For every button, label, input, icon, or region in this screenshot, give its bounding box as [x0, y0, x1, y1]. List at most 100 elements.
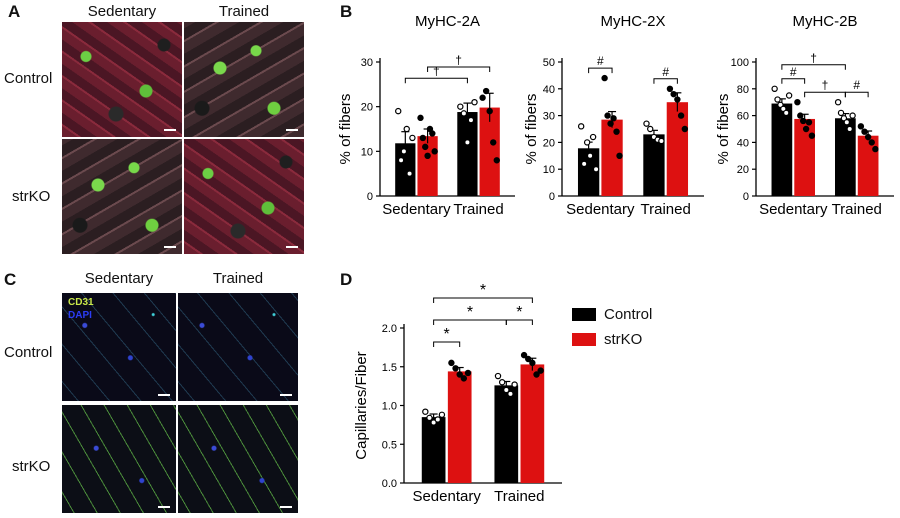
bar-control-trained: [643, 134, 665, 196]
data-point: [409, 134, 416, 142]
data-point: [577, 123, 585, 130]
significance-marker: #: [853, 78, 860, 92]
data-point: [511, 381, 518, 388]
bar-strko-trained: [857, 135, 879, 196]
data-point: [507, 390, 514, 398]
panel-a-col-trained: Trained: [218, 3, 270, 20]
data-point: [797, 112, 804, 119]
data-point: [457, 103, 464, 110]
legend-swatch-control: [572, 308, 596, 321]
data-point: [604, 112, 611, 119]
data-point: [837, 109, 845, 117]
bar-control-sedentary: [771, 103, 793, 196]
data-point: [771, 85, 778, 93]
stain-label-cd31: CD31: [68, 297, 94, 308]
x-category-label: Trained: [832, 201, 882, 218]
significance-marker: †: [455, 53, 462, 67]
data-point: [783, 109, 790, 117]
x-category-label: Sedentary: [412, 488, 481, 505]
data-point: [424, 152, 431, 159]
data-point: [464, 369, 472, 377]
panel-d-label: D: [340, 270, 353, 289]
significance-marker: *: [444, 326, 450, 343]
y-tick-label: 0: [743, 191, 749, 203]
data-point: [456, 371, 463, 378]
micrograph-a-control-trained: [184, 22, 304, 137]
data-point: [846, 125, 853, 133]
chart-title: MyHC-2B: [792, 13, 857, 30]
data-point: [397, 157, 405, 164]
micrograph-a-control-sedentary: [62, 22, 182, 137]
data-point: [486, 107, 493, 115]
panel-c-label: C: [4, 270, 17, 289]
legend-label-control: Control: [604, 306, 653, 323]
y-tick-label: 0.0: [382, 478, 397, 490]
data-point: [589, 133, 597, 141]
y-axis-label: % of fibers: [337, 94, 354, 165]
data-point: [498, 379, 506, 386]
micrograph-c-strko-trained: [178, 405, 298, 513]
data-point: [464, 139, 471, 146]
data-point: [805, 119, 813, 126]
data-point: [849, 112, 856, 119]
data-point: [670, 90, 677, 98]
micrograph-a-strko-sedentary: [62, 139, 182, 254]
data-point: [537, 367, 544, 374]
significance-bracket: [653, 78, 678, 84]
y-tick-label: 1.5: [382, 362, 397, 374]
y-tick-label: 1.0: [382, 401, 397, 413]
bar-strko-trained: [479, 107, 500, 196]
significance-marker: #: [662, 65, 669, 79]
significance-bracket: [781, 64, 846, 70]
bar-strko-trained: [520, 364, 545, 483]
data-point: [395, 107, 402, 115]
panel-c-col-trained: Trained: [212, 270, 264, 287]
data-point: [647, 125, 654, 133]
data-point: [422, 408, 429, 415]
y-tick-label: 60: [737, 111, 749, 123]
y-tick-label: 10: [543, 164, 555, 176]
data-point: [681, 125, 689, 133]
data-point: [580, 160, 588, 168]
data-point: [471, 98, 478, 106]
y-tick-label: 10: [361, 146, 373, 158]
scale-bar: [158, 506, 170, 508]
data-point: [429, 130, 436, 137]
y-tick-label: 80: [737, 84, 749, 96]
y-axis-label: Capillaries/Fiber: [353, 351, 370, 459]
x-category-label: Sedentary: [566, 201, 635, 218]
data-point: [802, 125, 810, 133]
significance-bracket: [804, 91, 846, 98]
y-axis-label: % of fibers: [523, 94, 540, 165]
data-point: [843, 119, 851, 126]
significance-marker: †: [433, 64, 440, 78]
y-axis-label: % of fibers: [715, 94, 732, 165]
panel-a-row-control: Control: [4, 70, 53, 87]
scale-bar: [280, 394, 292, 396]
x-category-label: Trained: [494, 488, 544, 505]
significance-marker: *: [480, 282, 486, 299]
data-point: [872, 145, 879, 153]
y-tick-label: 20: [737, 164, 749, 176]
chart-title: MyHC-2X: [600, 13, 665, 30]
significance-bracket: [433, 341, 461, 347]
bar-strko-sedentary: [794, 118, 815, 196]
data-point: [400, 148, 408, 155]
y-tick-label: 0: [367, 191, 373, 203]
scale-bar: [286, 246, 298, 248]
data-point: [834, 98, 842, 106]
data-point: [419, 134, 427, 142]
bar-control-sedentary: [421, 417, 446, 483]
data-point: [403, 125, 410, 133]
data-point: [592, 165, 600, 173]
data-point: [430, 419, 437, 426]
data-point: [460, 110, 468, 117]
data-point: [520, 351, 528, 359]
data-point: [426, 414, 433, 422]
panel-a-label: A: [8, 2, 21, 21]
significance-bracket: [781, 78, 806, 84]
y-tick-label: 0.5: [382, 439, 397, 451]
data-point: [607, 120, 614, 127]
bar-control-trained: [457, 112, 478, 196]
y-tick-label: 40: [543, 84, 555, 96]
